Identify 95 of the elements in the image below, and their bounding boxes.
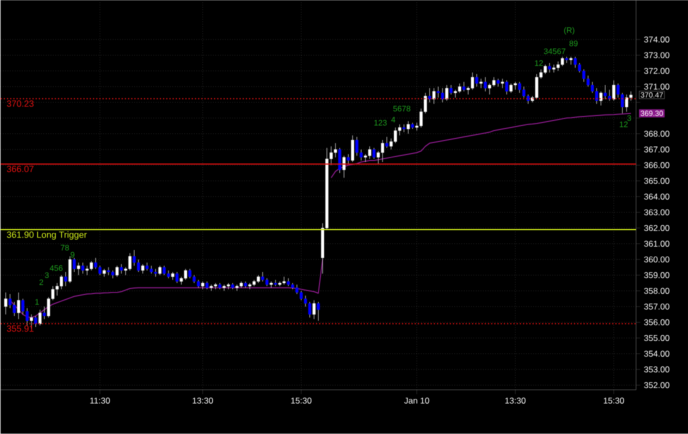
candlestick — [440, 88, 444, 103]
candlestick — [385, 136, 388, 148]
candlestick — [162, 266, 166, 276]
y-tick-label: 366.00 — [644, 162, 670, 168]
candlestick — [4, 292, 8, 315]
candlestick — [334, 142, 337, 158]
y-tick-label: 360.00 — [644, 256, 670, 263]
candlestick — [77, 262, 80, 276]
candlestick — [8, 294, 12, 309]
candlestick — [518, 82, 522, 94]
candlestick — [509, 83, 513, 94]
x-tick-label: 15:30 — [291, 398, 312, 404]
y-tick-label: 361.00 — [644, 240, 670, 247]
candlestick — [274, 280, 278, 287]
y-tick-label: 356.00 — [644, 319, 670, 326]
x-tick-label: 15:30 — [604, 398, 624, 404]
candlestick — [17, 292, 20, 320]
candlestick — [342, 156, 346, 178]
candlestick — [406, 120, 410, 134]
candlestick — [480, 78, 483, 89]
y-tick-label: 364.00 — [644, 194, 670, 200]
candlestick — [116, 266, 119, 278]
candlestick — [569, 56, 572, 66]
candlestick — [612, 80, 616, 102]
candlestick — [158, 266, 162, 276]
candlestick — [42, 306, 46, 320]
candlestick — [312, 300, 316, 320]
candlestick — [81, 262, 84, 274]
candlestick — [548, 62, 552, 73]
candlestick — [470, 72, 474, 90]
y-tick-label: 353.00 — [644, 366, 670, 373]
candlestick — [316, 302, 320, 322]
candlestick — [120, 264, 123, 274]
candlestick — [625, 94, 628, 112]
candlestick — [38, 310, 42, 326]
candlestick — [432, 88, 436, 104]
candlestick — [338, 148, 342, 174]
candlestick — [64, 272, 68, 287]
x-tick-label: Jan 10 — [404, 398, 430, 404]
candlestick — [492, 76, 496, 88]
candlestick — [599, 91, 602, 106]
candlestick — [505, 80, 508, 95]
candlestick — [166, 270, 170, 279]
candlestick — [90, 260, 93, 271]
y-tick-label: 374.00 — [644, 36, 670, 43]
candlestick — [141, 264, 144, 274]
y-tick-label: 372.00 — [644, 68, 670, 74]
ref-line-label: 361.90 Long Trigger — [6, 231, 87, 240]
candlestick — [560, 56, 564, 67]
candlestick — [128, 252, 132, 271]
y-tick-label: 355.00 — [644, 335, 670, 342]
candlestick — [475, 74, 478, 88]
y-tick-label: 359.00 — [644, 272, 670, 278]
y-tick-label: 368.00 — [644, 130, 670, 137]
candlestick — [261, 272, 264, 282]
candlestick — [372, 148, 376, 160]
candlestick — [68, 256, 72, 284]
y-tick-label: 371.00 — [644, 84, 670, 90]
candlestick — [351, 135, 354, 162]
candlestick — [146, 262, 149, 271]
candlestick — [445, 84, 448, 102]
candlestick — [462, 82, 466, 92]
candlestick — [346, 154, 350, 164]
candlestick — [136, 259, 140, 272]
candlestick — [484, 76, 487, 92]
candlestick — [436, 86, 440, 98]
x-tick-label: 11:30 — [90, 398, 110, 404]
candlestick — [34, 316, 38, 328]
y-tick-label: 373.00 — [644, 52, 670, 58]
candlestick — [60, 274, 63, 290]
y-tick-label: 365.00 — [644, 178, 670, 184]
candlestick — [98, 266, 102, 276]
candlestick — [450, 84, 453, 95]
y-tick-label: 354.00 — [644, 350, 670, 357]
candlestick — [402, 124, 406, 133]
candlestick — [500, 78, 504, 89]
candlestick — [72, 258, 76, 272]
candlestick — [12, 302, 16, 316]
ref-line-label: 370.23 — [6, 100, 34, 107]
candlestick — [604, 84, 607, 100]
candlestick — [428, 88, 432, 103]
y-tick-label: 352.00 — [644, 382, 670, 388]
x-tick-label: 13:30 — [192, 398, 213, 404]
x-tick-label: 13:30 — [505, 398, 526, 404]
ref-line-label: 366.07 — [6, 166, 34, 172]
candlestick — [86, 266, 89, 276]
y-tick-label: 362.00 — [644, 225, 670, 232]
candlestick — [106, 267, 110, 276]
candlestick — [488, 83, 492, 95]
y-tick-label: 363.00 — [644, 209, 670, 216]
y-tick-label: 367.00 — [644, 146, 670, 153]
candlestick — [176, 272, 179, 284]
y-tick-label: 357.00 — [644, 304, 670, 310]
y-tick-label: 358.00 — [644, 288, 670, 294]
ref-line-label: 355.91 — [6, 325, 34, 332]
